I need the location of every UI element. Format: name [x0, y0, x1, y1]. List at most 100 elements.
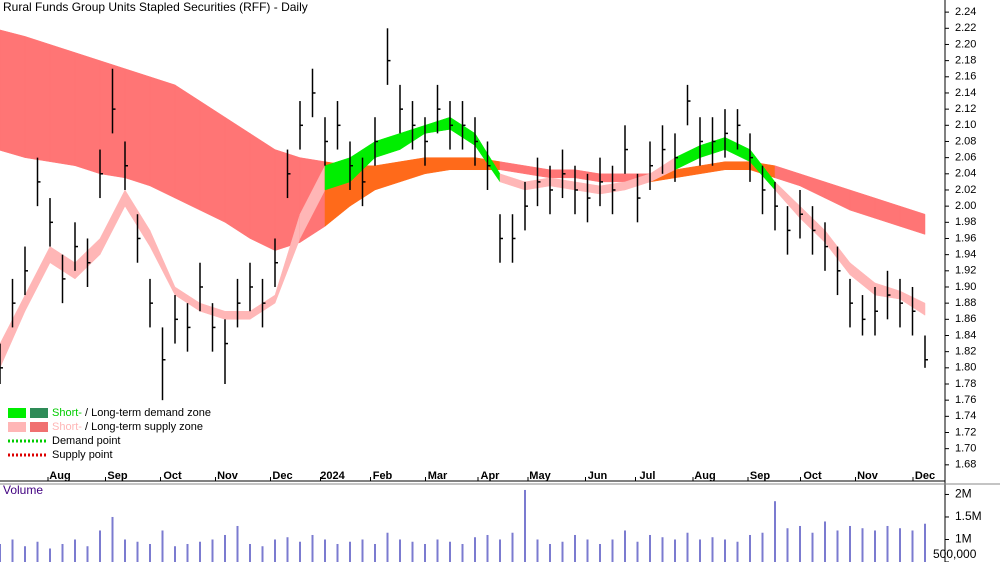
- y-tick-label: 2.14: [955, 87, 976, 99]
- volume-bar: [311, 534, 314, 562]
- volume-bar: [186, 543, 189, 562]
- volume-bar: [836, 530, 839, 562]
- volume-bar: [511, 532, 514, 562]
- volume-bar: [324, 539, 326, 562]
- volume-bar: [824, 521, 826, 562]
- long-term-zone: [74, 52, 101, 175]
- volume-bar: [561, 541, 564, 562]
- y-tick-label: 2.08: [955, 135, 976, 147]
- volume-bar: [299, 541, 301, 562]
- volume-bar: [536, 539, 539, 562]
- y-tick-label: 1.76: [955, 394, 976, 406]
- x-tick-label: Jun: [588, 470, 608, 482]
- volume-bar: [136, 541, 139, 562]
- y-tick-label: 1.86: [955, 313, 976, 325]
- volume-bar: [149, 543, 151, 562]
- volume-bar: [849, 525, 851, 562]
- x-tick-label: Mar: [428, 470, 448, 482]
- legend-label: Short-: [52, 407, 82, 419]
- volume-bar: [261, 546, 264, 562]
- x-tick-label: Oct: [803, 470, 822, 482]
- volume-bar: [499, 539, 501, 562]
- legend-swatch: [8, 422, 26, 432]
- volume-bar: [336, 543, 339, 562]
- legend-swatch: [30, 422, 48, 432]
- long-term-zone: [449, 157, 476, 171]
- y-tick-label: 2.18: [955, 55, 976, 67]
- legend-label: / Long-term demand zone: [85, 407, 211, 419]
- y-tick-label: 2.24: [955, 6, 976, 18]
- y-tick-label: 1.74: [955, 410, 976, 422]
- volume-bar: [649, 534, 651, 562]
- volume-bar: [99, 530, 101, 562]
- volume-bar: [461, 543, 464, 562]
- volume-bar: [361, 539, 364, 562]
- volume-bar: [749, 534, 751, 562]
- y-tick-label: 1.92: [955, 265, 976, 277]
- volume-bar: [711, 537, 714, 562]
- legend-swatch: [30, 408, 48, 418]
- volume-bar: [74, 539, 76, 562]
- volume-bar: [861, 528, 864, 562]
- legend-swatch: [8, 408, 26, 418]
- x-tick-label: Dec: [915, 470, 935, 482]
- x-tick-label: Sep: [107, 470, 127, 482]
- volume-bar: [11, 539, 14, 562]
- legend-label: Supply point: [52, 449, 113, 461]
- volume-bar: [886, 525, 889, 562]
- y-tick-label: 1.90: [955, 281, 976, 293]
- volume-bar: [661, 537, 664, 562]
- volume-bar: [611, 539, 614, 562]
- long-term-zone: [899, 205, 926, 235]
- volume-bar: [236, 525, 239, 562]
- volume-bar: [486, 534, 489, 562]
- volume-bar: [86, 546, 89, 562]
- volume-label: Volume: [3, 483, 43, 497]
- x-tick-label: Jul: [640, 470, 656, 482]
- y-tick-label: 2.12: [955, 103, 976, 115]
- volume-bar: [636, 541, 639, 562]
- volume-bar: [124, 539, 126, 562]
- y-tick-label: 1.98: [955, 216, 976, 228]
- x-tick-label: Apr: [481, 470, 501, 482]
- volume-bar: [674, 539, 676, 562]
- long-term-zone: [124, 68, 151, 187]
- y-tick-label: 1.94: [955, 249, 976, 261]
- y-tick-label: 2.10: [955, 119, 976, 131]
- volume-bar: [386, 532, 389, 562]
- y-tick-label: 2.16: [955, 71, 976, 83]
- volume-bar: [61, 543, 64, 562]
- volume-bar: [524, 489, 526, 562]
- x-tick-label: Oct: [163, 470, 182, 482]
- y-tick-label: 2.02: [955, 184, 976, 196]
- volume-bar: [736, 541, 739, 562]
- x-tick-label: Nov: [857, 470, 879, 482]
- volume-bar: [424, 543, 426, 562]
- long-term-zone: [24, 36, 51, 162]
- legend-label: Short-: [52, 421, 82, 433]
- y-tick-label: 1.72: [955, 426, 976, 438]
- volume-bar: [374, 543, 376, 562]
- x-tick-label: May: [529, 470, 551, 482]
- volume-bar: [349, 541, 351, 562]
- y-tick-label: 500,000: [933, 547, 977, 561]
- volume-bar: [0, 543, 1, 562]
- volume-bar: [549, 543, 551, 562]
- x-tick-label: 2024: [320, 470, 345, 482]
- volume-bar: [686, 532, 689, 562]
- y-tick-label: 1.70: [955, 443, 976, 455]
- volume-bar: [249, 543, 251, 562]
- volume-bar: [161, 530, 164, 562]
- long-term-zone: [724, 161, 751, 171]
- y-tick-label: 1.84: [955, 329, 976, 341]
- long-term-zone: [249, 132, 276, 252]
- x-tick-label: Nov: [217, 470, 239, 482]
- volume-bar: [274, 539, 276, 562]
- volume-bar: [774, 501, 776, 562]
- volume-bar: [24, 546, 26, 562]
- volume-bar: [399, 539, 401, 562]
- y-tick-label: 1.68: [955, 459, 976, 471]
- volume-bar: [174, 546, 176, 562]
